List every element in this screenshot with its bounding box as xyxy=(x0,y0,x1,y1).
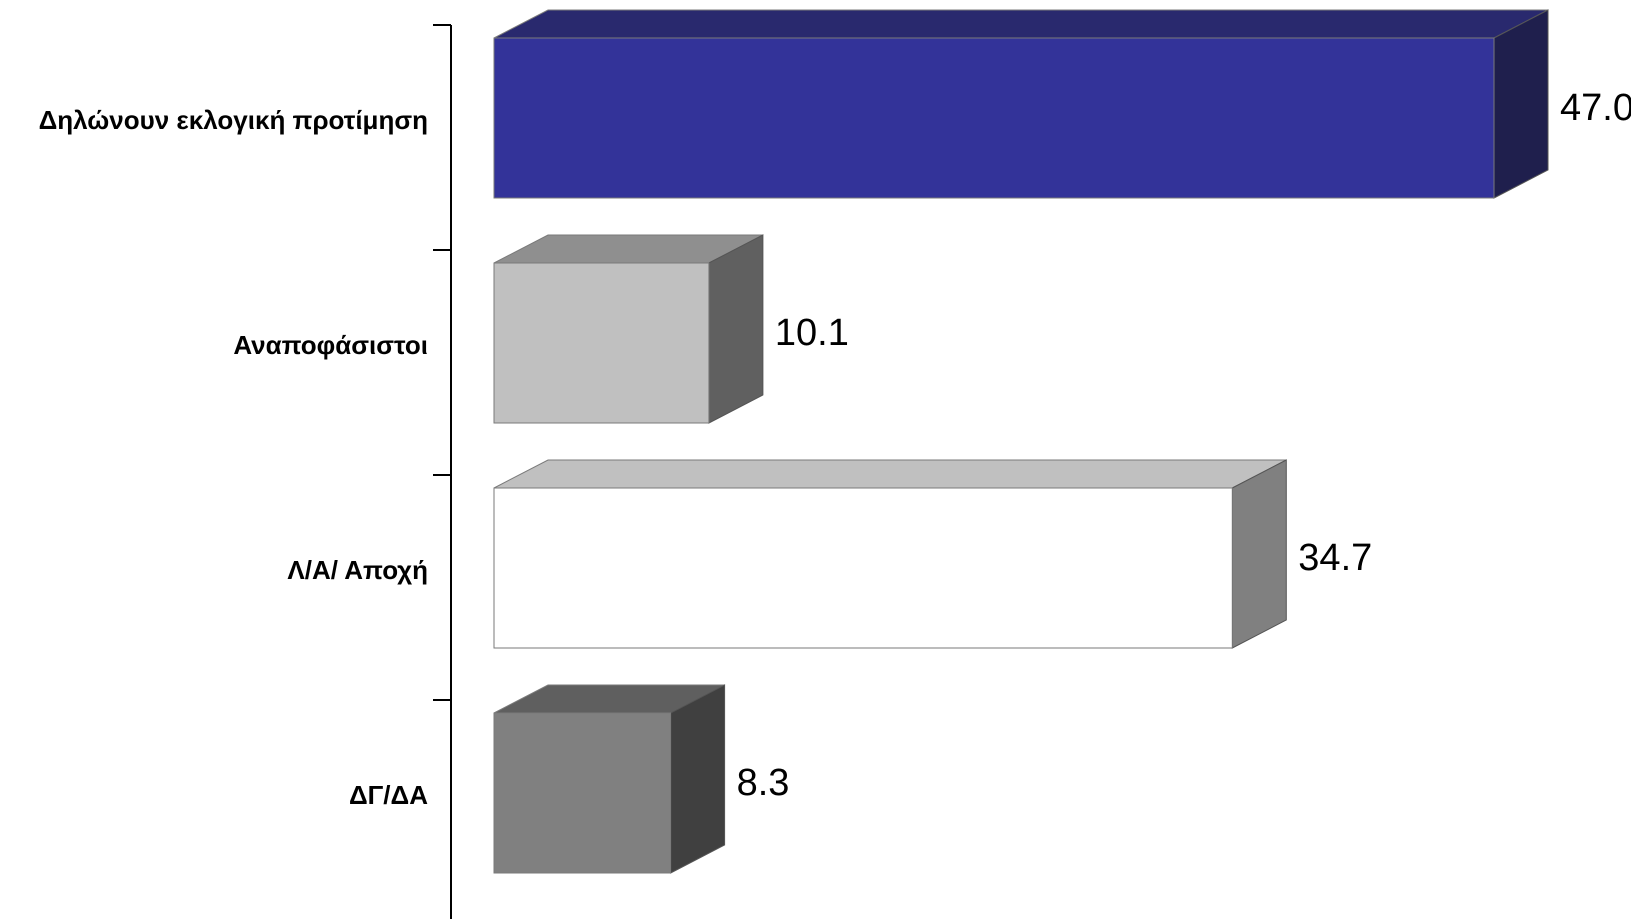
category-label: Δηλώνουν εκλογική προτίμηση xyxy=(39,105,428,135)
bar xyxy=(493,684,726,874)
bar-front-face xyxy=(493,712,672,874)
bar-side-face xyxy=(708,234,764,424)
value-label: 10.1 xyxy=(775,312,849,354)
category-label: Λ/Α/ Αποχή xyxy=(287,555,428,585)
bar-side-face xyxy=(1231,459,1287,649)
bar-front-face xyxy=(493,262,710,424)
bars-group xyxy=(493,9,1549,874)
category-label: Αναποφάσιστοι xyxy=(233,330,428,360)
bar-side-face xyxy=(670,684,726,874)
bar-front-face xyxy=(493,37,1495,199)
bar-front-face xyxy=(493,487,1233,649)
bar xyxy=(493,9,1549,199)
bar-top-face xyxy=(493,459,1287,489)
value-label: 8.3 xyxy=(737,762,790,804)
category-label: ΔΓ/ΔΑ xyxy=(349,780,428,810)
category-axis xyxy=(433,24,452,919)
bar-side-face xyxy=(1493,9,1549,199)
value-label: 47.0 xyxy=(1560,87,1631,129)
labels-group: 47.0 Δηλώνουν εκλογική προτίμηση 10.1 Αναπο… xyxy=(39,87,1631,810)
value-label: 34.7 xyxy=(1298,537,1372,579)
bar xyxy=(493,459,1287,649)
bar xyxy=(493,234,764,424)
bar-top-face xyxy=(493,9,1549,39)
